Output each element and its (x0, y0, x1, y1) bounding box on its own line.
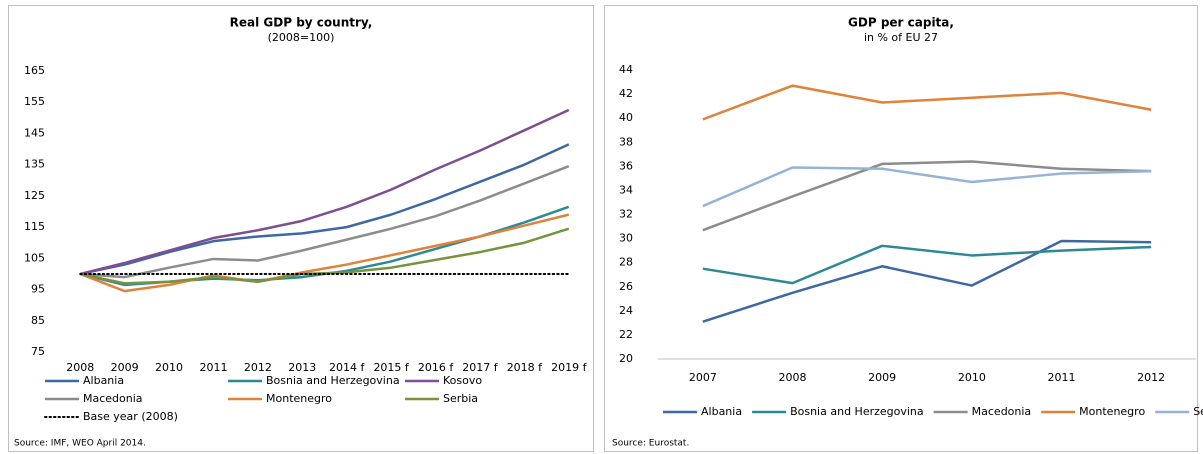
y-tick-label: 155 (24, 95, 45, 108)
series-line (702, 166, 1152, 208)
legend-label: Albania (83, 374, 124, 387)
legend-label: Serbia (1193, 405, 1203, 418)
legend-label: Macedonia (83, 392, 143, 405)
chart-title: Real GDP by country, (230, 16, 373, 30)
y-tick-label: 44 (619, 63, 633, 76)
x-tick-label: 2009 (111, 361, 139, 374)
legend-label: Bosnia and Herzegovina (266, 374, 400, 387)
panel-frame (8, 5, 594, 452)
x-tick-label: 2008 (66, 361, 94, 374)
source-note: Source: Eurostat. (612, 439, 689, 449)
y-tick-label: 105 (24, 251, 45, 264)
x-tick-label: 2017 f (462, 361, 498, 374)
legend-label: Bosnia and Herzegovina (790, 405, 924, 418)
legend-label: Montenegro (266, 392, 332, 405)
x-tick-label: 2018 f (507, 361, 543, 374)
series-line (79, 213, 570, 293)
series-line (80, 165, 570, 279)
x-tick-label: 2009 (868, 371, 896, 384)
panel-frame (604, 5, 1198, 452)
x-tick-label: 2013 (288, 361, 316, 374)
y-tick-label: 22 (619, 328, 633, 341)
series-line (702, 84, 1152, 121)
legend-label: Albania (701, 405, 742, 418)
x-tick-label: 2012 (1137, 371, 1165, 384)
legend-label: Montenegro (1079, 405, 1145, 418)
legend-label: Base year (2008) (83, 410, 178, 423)
y-tick-label: 85 (31, 314, 45, 327)
y-tick-label: 26 (619, 280, 633, 293)
chart-subtitle: in % of EU 27 (864, 31, 938, 44)
x-tick-label: 2015 f (373, 361, 409, 374)
x-tick-label: 2019 f (551, 361, 587, 374)
legend-label: Kosovo (443, 374, 482, 387)
y-tick-label: 38 (619, 135, 633, 148)
x-tick-label: 2016 f (418, 361, 454, 374)
y-tick-label: 42 (619, 87, 633, 100)
chart-subtitle: (2008=100) (268, 31, 335, 44)
x-tick-label: 2010 (155, 361, 183, 374)
y-tick-label: 145 (24, 126, 45, 139)
y-tick-label: 30 (619, 232, 633, 245)
y-tick-label: 75 (31, 345, 45, 358)
y-tick-label: 135 (24, 158, 45, 171)
y-tick-label: 32 (619, 208, 633, 221)
source-note: Source: IMF, WEO April 2014. (14, 439, 146, 449)
series-line (79, 108, 570, 276)
x-tick-label: 2011 (199, 361, 227, 374)
x-tick-label: 2010 (958, 371, 986, 384)
series-line (702, 239, 1152, 323)
y-tick-label: 115 (24, 220, 45, 233)
legend-label: Serbia (443, 392, 478, 405)
y-tick-label: 24 (619, 304, 633, 317)
x-tick-label: 2011 (1048, 371, 1076, 384)
y-tick-label: 20 (619, 352, 633, 365)
y-tick-label: 95 (31, 283, 45, 296)
x-tick-label: 2007 (689, 371, 717, 384)
y-tick-label: 125 (24, 189, 45, 202)
x-tick-label: 2008 (779, 371, 807, 384)
chart-title: GDP per capita, (848, 16, 954, 30)
y-tick-label: 34 (619, 183, 633, 196)
x-tick-label: 2012 (244, 361, 272, 374)
y-tick-label: 36 (619, 159, 633, 172)
series-line (79, 143, 570, 276)
series-line (702, 160, 1152, 232)
series-line (702, 244, 1152, 285)
y-tick-label: 28 (619, 256, 633, 269)
x-tick-label: 2014 f (329, 361, 365, 374)
y-tick-label: 40 (619, 111, 633, 124)
legend-label: Macedonia (972, 405, 1032, 418)
y-tick-label: 165 (24, 64, 45, 77)
